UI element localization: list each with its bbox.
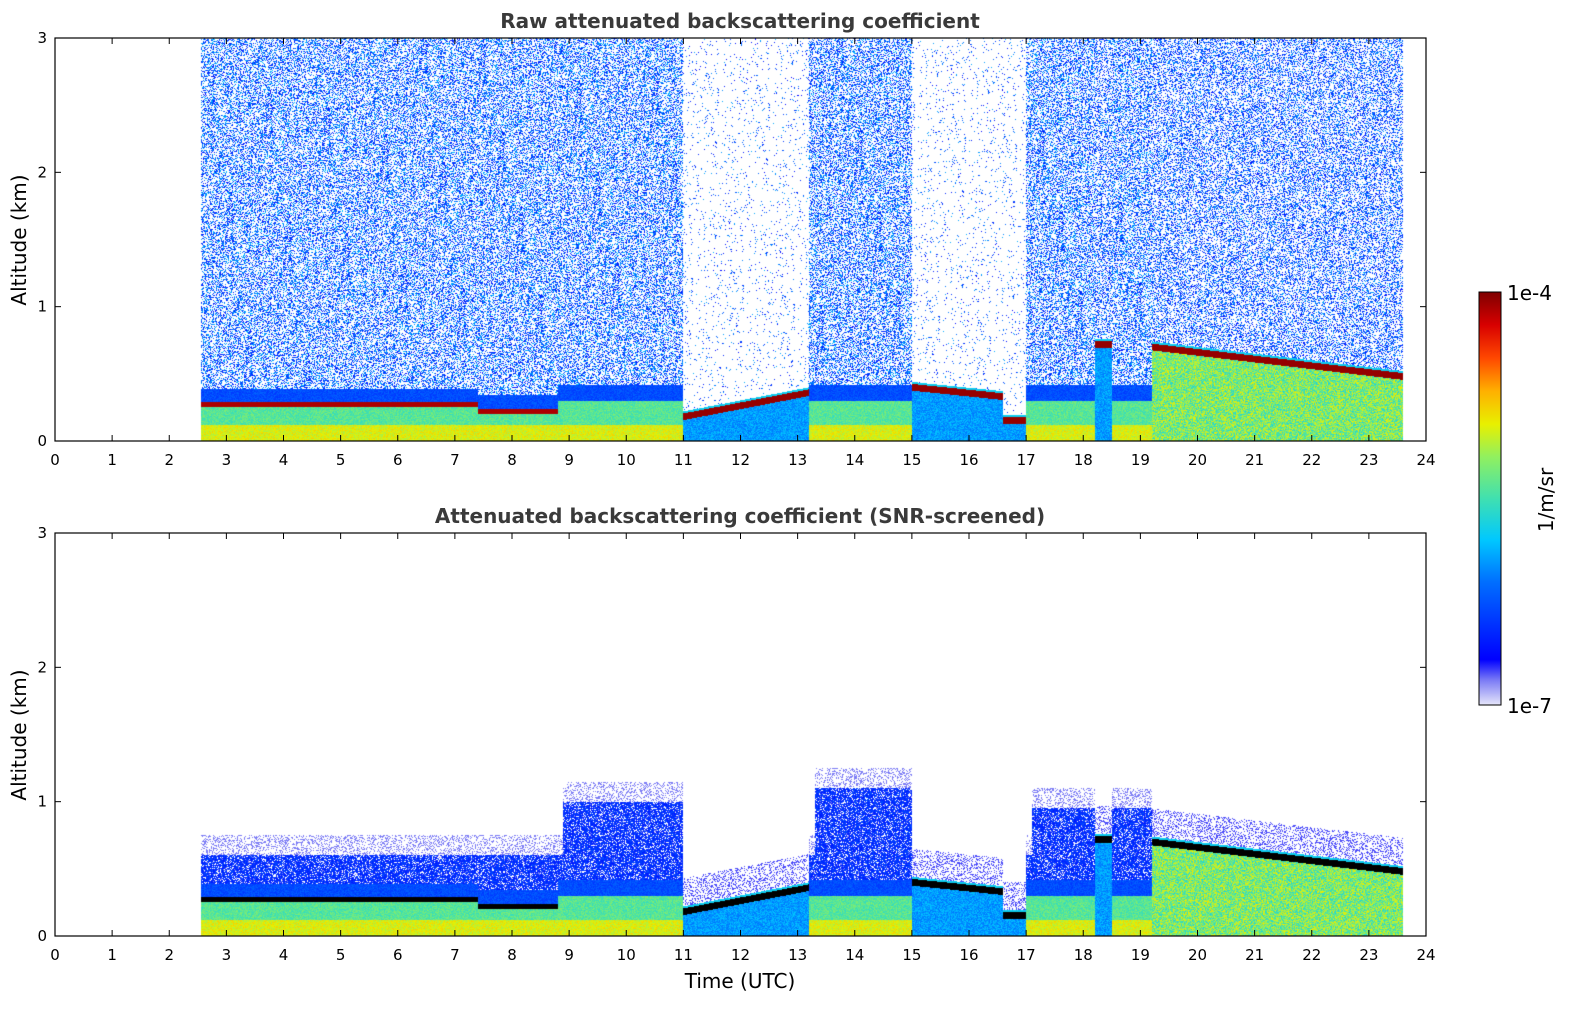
x-tick-label: 1 xyxy=(107,451,117,469)
x-axis-label: Time (UTC) xyxy=(684,969,796,993)
y-tick-label: 0 xyxy=(37,927,47,945)
x-tick-label: 9 xyxy=(564,451,574,469)
panel-screened: Attenuated backscattering coefficient (S… xyxy=(7,504,1436,993)
panel-screened-title: Attenuated backscattering coefficient (S… xyxy=(435,504,1045,528)
x-tick-label: 23 xyxy=(1359,946,1378,964)
colorbar-max-label: 1e-4 xyxy=(1507,281,1552,305)
raw-plot-area xyxy=(55,38,1426,441)
x-tick-label: 16 xyxy=(959,946,978,964)
x-tick-label: 23 xyxy=(1359,451,1378,469)
y-tick-label: 1 xyxy=(37,793,47,811)
x-tick-label: 17 xyxy=(1017,946,1036,964)
x-tick-label: 10 xyxy=(617,946,636,964)
colorbar: 1e-4 1e-7 1/m/sr xyxy=(1478,281,1558,718)
screened-plot-area xyxy=(55,533,1426,936)
colorbar-gradient xyxy=(1478,291,1502,706)
y-tick-label: 3 xyxy=(37,524,47,542)
x-tick-label: 12 xyxy=(731,451,750,469)
x-tick-label: 6 xyxy=(393,451,403,469)
screened-y-axis-label: Altitude (km) xyxy=(7,669,31,800)
x-tick-label: 14 xyxy=(845,946,864,964)
x-tick-label: 4 xyxy=(279,451,289,469)
x-tick-label: 19 xyxy=(1131,946,1150,964)
x-tick-label: 0 xyxy=(50,451,60,469)
x-tick-label: 8 xyxy=(507,946,517,964)
raw-x-axis: 0 1 2 3 4 5 6 7 8 9 10 11 12 13 14 15 16 17 18 19 20 21 22 23 24 xyxy=(50,38,1436,469)
x-tick-label: 20 xyxy=(1188,946,1207,964)
x-tick-label: 13 xyxy=(788,451,807,469)
raw-y-axis-label: Altitude (km) xyxy=(7,174,31,305)
screened-x-axis: 0 1 2 3 4 5 6 7 8 9 10 11 12 13 14 15 16 17 18 19 20 21 22 23 24 xyxy=(50,533,1436,964)
x-tick-label: 21 xyxy=(1245,946,1264,964)
x-tick-label: 6 xyxy=(393,946,403,964)
x-tick-label: 17 xyxy=(1017,451,1036,469)
x-tick-label: 21 xyxy=(1245,451,1264,469)
x-tick-label: 1 xyxy=(107,946,117,964)
x-tick-label: 0 xyxy=(50,946,60,964)
x-tick-label: 2 xyxy=(164,451,174,469)
x-tick-label: 11 xyxy=(674,451,693,469)
x-tick-label: 19 xyxy=(1131,451,1150,469)
screened-y-axis: 0 1 2 3 xyxy=(37,524,1426,945)
x-tick-label: 18 xyxy=(1074,451,1093,469)
x-tick-label: 20 xyxy=(1188,451,1207,469)
x-tick-label: 3 xyxy=(222,451,232,469)
x-tick-label: 16 xyxy=(959,451,978,469)
colorbar-min-label: 1e-7 xyxy=(1507,694,1552,718)
x-tick-label: 5 xyxy=(336,946,346,964)
x-tick-label: 15 xyxy=(902,451,921,469)
y-tick-label: 2 xyxy=(37,163,47,181)
x-tick-label: 12 xyxy=(731,946,750,964)
x-tick-label: 11 xyxy=(674,946,693,964)
backscatter-heatmap xyxy=(55,533,1426,936)
x-tick-label: 10 xyxy=(617,451,636,469)
raw-y-axis: 0 1 2 3 xyxy=(37,29,1426,450)
x-tick-label: 3 xyxy=(222,946,232,964)
x-tick-label: 4 xyxy=(279,946,289,964)
y-tick-label: 0 xyxy=(37,432,47,450)
panel-raw: Raw attenuated backscattering coefficien… xyxy=(7,9,1436,469)
panel-raw-title: Raw attenuated backscattering coefficien… xyxy=(500,9,980,33)
x-tick-label: 14 xyxy=(845,451,864,469)
x-tick-label: 24 xyxy=(1416,451,1435,469)
backscatter-heatmap xyxy=(55,38,1426,441)
x-tick-label: 7 xyxy=(450,451,460,469)
x-tick-label: 13 xyxy=(788,946,807,964)
x-tick-label: 18 xyxy=(1074,946,1093,964)
x-tick-label: 5 xyxy=(336,451,346,469)
x-tick-label: 22 xyxy=(1302,946,1321,964)
y-tick-label: 1 xyxy=(37,298,47,316)
x-tick-label: 9 xyxy=(564,946,574,964)
x-tick-label: 22 xyxy=(1302,451,1321,469)
x-tick-label: 2 xyxy=(164,946,174,964)
x-tick-label: 15 xyxy=(902,946,921,964)
y-tick-label: 3 xyxy=(37,29,47,47)
y-tick-label: 2 xyxy=(37,658,47,676)
colorbar-unit-label: 1/m/sr xyxy=(1534,467,1558,532)
x-tick-label: 7 xyxy=(450,946,460,964)
x-tick-label: 24 xyxy=(1416,946,1435,964)
x-tick-label: 8 xyxy=(507,451,517,469)
